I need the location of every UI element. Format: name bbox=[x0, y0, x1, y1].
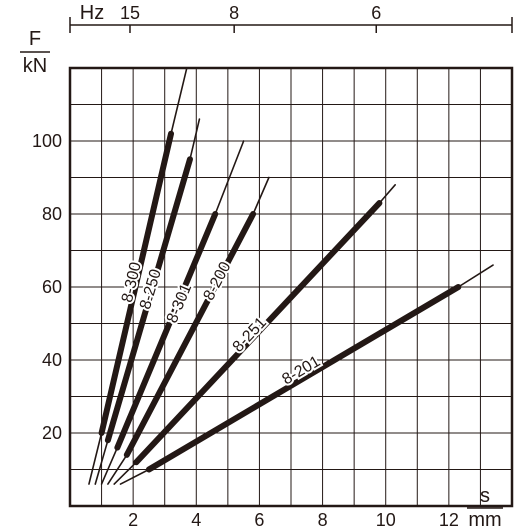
y-axis-label-bottom: kN bbox=[23, 55, 47, 77]
x-tick-label: 4 bbox=[191, 510, 201, 529]
y-tick-label: 100 bbox=[32, 131, 62, 151]
x-tick-label: 2 bbox=[128, 510, 138, 529]
y-tick-label: 80 bbox=[42, 204, 62, 224]
y-tick-label: 20 bbox=[42, 423, 62, 443]
chart-bg bbox=[0, 0, 532, 529]
x-tick-label: 6 bbox=[254, 510, 264, 529]
y-tick-label: 60 bbox=[42, 277, 62, 297]
y-axis-label-top: F bbox=[29, 28, 41, 50]
x-tick-label: 8 bbox=[318, 510, 328, 529]
x-tick-label: 12 bbox=[439, 510, 459, 529]
x-tick-label: 10 bbox=[376, 510, 396, 529]
x-axis-label-bottom: mm bbox=[468, 509, 501, 529]
force-deflection-chart: 8-3008-3008-2508-2508-3018-3018-2008-200… bbox=[0, 0, 532, 529]
top-scale-tick-label: 15 bbox=[120, 3, 140, 23]
top-scale-tick-label: 6 bbox=[371, 3, 381, 23]
top-scale-unit: Hz bbox=[80, 2, 104, 24]
y-tick-label: 40 bbox=[42, 350, 62, 370]
top-scale-tick-label: 8 bbox=[229, 3, 239, 23]
x-axis-label-top: s bbox=[480, 485, 490, 507]
